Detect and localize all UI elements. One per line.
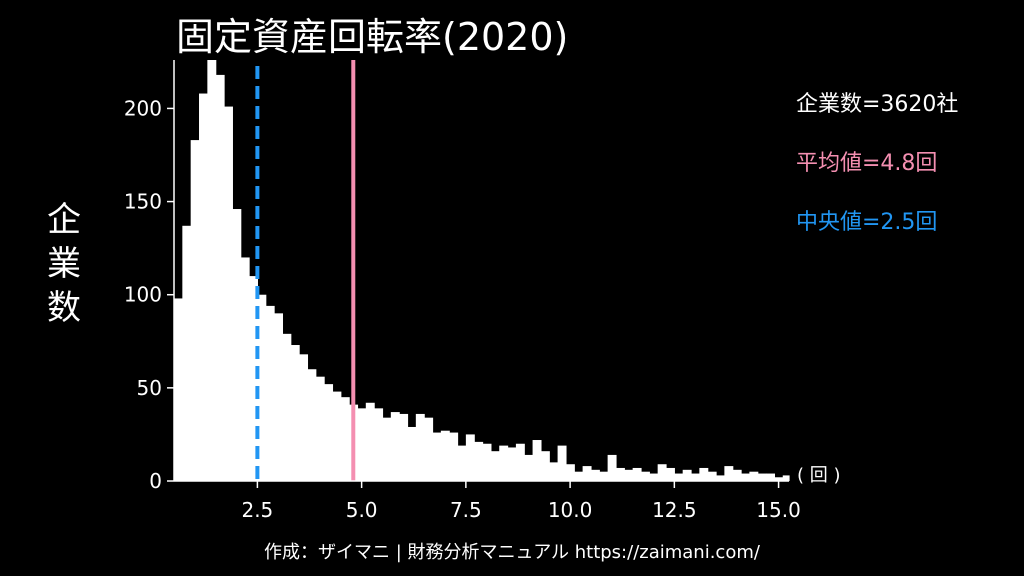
histogram-bar [666,467,675,481]
x-tick-label: 5.0 [346,498,378,522]
histogram-bar [691,473,700,481]
histogram-bar [699,467,709,481]
histogram-bar [490,451,500,481]
histogram-bar [757,473,767,481]
histogram-bar [340,397,350,481]
chart-title: 固定資産回転率(2020) [176,15,569,59]
histogram-bar [257,294,267,481]
histogram-bar [582,466,592,481]
histogram-bar [274,313,284,481]
histogram-bar [207,60,217,481]
histogram-bar [382,417,392,481]
histogram-bar [507,447,517,481]
histogram-bar [307,369,317,481]
mean-label: 平均値=4.8回 [796,151,938,176]
x-tick-label: 15.0 [756,498,801,522]
histogram-bar [549,462,559,481]
median-label: 中央値=2.5回 [796,210,938,235]
axes: 0 50 100 150 200 2.5 5.0 7.5 10.0 12.5 15.0 [124,60,801,522]
histogram-bar [190,140,200,481]
histogram-bar [390,412,400,481]
histogram-bar [557,445,567,481]
histogram-bar [182,225,192,481]
histogram-bar [732,469,742,481]
y-tick-label: 150 [124,190,162,214]
histogram-bar [282,333,292,481]
histogram-bar [224,106,233,481]
histogram-bar [407,426,417,481]
histogram-bar [215,74,225,482]
histogram-bar [540,451,550,481]
histogram-bar [716,475,725,481]
y-axis-label-char: 数 [47,288,81,328]
histogram-bar [499,445,509,481]
histogram-bar [524,454,534,481]
y-tick-label: 50 [137,376,162,400]
histogram-bar [290,345,300,481]
histogram-bar [365,402,375,481]
histogram-bar [332,391,342,481]
histogram-bar [324,384,334,481]
histogram-bars [174,60,790,482]
histogram-bar [607,454,617,481]
histogram-bar [724,466,734,481]
histogram-bar [315,376,325,481]
y-axis-label-char: 企 [47,200,81,240]
y-tick-label: 100 [124,283,162,307]
histogram-bar [374,408,384,481]
x-tick-label: 12.5 [652,498,697,522]
histogram-bar [565,464,575,481]
histogram-bar [174,298,183,481]
histogram-bar [574,471,584,481]
histogram-bar [432,432,442,481]
histogram-bar [482,443,492,481]
y-tick-label: 0 [149,469,162,493]
histogram-bar [249,276,258,481]
histogram-bar [457,445,467,481]
source-credit: 作成：ザイマニ | 財務分析マニュアル https://zaimani.com/ [264,542,760,563]
histogram-bar [474,441,484,481]
histogram-bar [199,93,208,481]
x-tick-label: 2.5 [241,498,273,522]
histogram-bar [774,477,784,481]
histogram-bar [424,417,434,481]
histogram-bar [357,408,367,481]
x-axis-unit: ( 回 ) [797,465,841,486]
y-axis-label-char: 業 [47,244,81,284]
histogram-bar [299,354,309,481]
histogram-bar [707,471,717,481]
histogram-bar [674,473,684,481]
histogram-bar [749,471,759,481]
histogram-bar [624,469,634,481]
reference-lines [255,60,356,481]
histogram-bar [465,434,475,481]
histogram-bar [640,471,650,481]
histogram-bar [590,469,600,481]
histogram-bar [415,413,425,481]
histogram-bar [657,464,667,481]
histogram-bar [265,305,275,481]
x-tick-label: 10.0 [548,498,593,522]
histogram-bar [515,443,525,481]
company-count-label: 企業数=3620社 [796,92,959,117]
histogram-bar [232,209,242,481]
y-axis-label: 企 業 数 [40,198,88,330]
histogram-bar [649,473,659,481]
histogram-bar [741,473,750,481]
x-tick-label: 7.5 [450,498,482,522]
histogram-bar [782,475,790,481]
histogram-bar [615,467,625,481]
histogram-bar [632,467,642,481]
histogram-bar [449,432,459,481]
histogram-bar [532,440,542,481]
histogram-bar [599,471,609,481]
histogram-bar [440,430,450,481]
histogram-bar [766,473,776,481]
histogram-bar [399,413,409,481]
histogram-bar [682,469,692,481]
y-tick-label: 200 [124,96,162,120]
histogram-bar [240,257,250,481]
